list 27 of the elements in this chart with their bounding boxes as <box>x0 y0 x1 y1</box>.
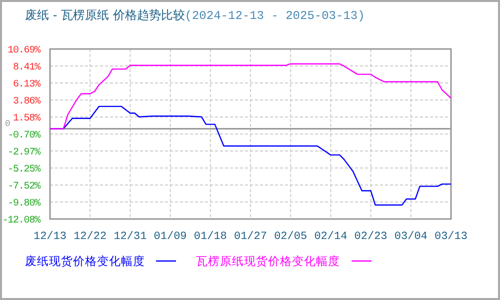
y-tick-label: -0.70% <box>8 130 41 142</box>
y-tick-label: -2.97% <box>8 147 41 158</box>
x-tick-label: 03/04 <box>394 231 428 243</box>
legend-label: 瓦楞原纸现货价格变化幅度 <box>196 254 340 268</box>
y-tick-label: 8.41% <box>12 62 41 74</box>
line-series <box>49 63 452 130</box>
x-tick-label: 12/13 <box>33 231 67 243</box>
x-tick-label: 01/18 <box>194 231 227 243</box>
chart-subtitle: (2024-12-13 - 2025-03-13) <box>184 9 365 23</box>
x-tick-label: 02/14 <box>314 231 348 243</box>
x-tick-label: 02/23 <box>354 231 388 243</box>
y-tick-label: 6.13% <box>12 80 41 91</box>
y-tick-label: 1.58% <box>12 114 41 125</box>
x-tick-label: 03/13 <box>434 231 468 243</box>
x-tick-label: 02/05 <box>274 231 308 243</box>
x-tick-label: 01/27 <box>234 231 268 243</box>
ref-line-label: 0 <box>5 118 10 129</box>
y-tick-label: -7.52% <box>8 181 41 192</box>
y-tick-label: 3.86% <box>12 96 41 108</box>
x-tick-label: 12/31 <box>114 231 148 243</box>
y-tick-label: -5.25% <box>8 164 41 176</box>
y-tick-label: 10.69% <box>8 46 41 56</box>
legend-label: 废纸现货价格变化幅度 <box>25 254 145 268</box>
y-tick-label: -12.08% <box>2 216 41 226</box>
x-tick-label: 01/09 <box>154 231 187 243</box>
x-tick-label: 12/22 <box>74 231 107 243</box>
y-tick-label: -9.80% <box>8 198 41 210</box>
